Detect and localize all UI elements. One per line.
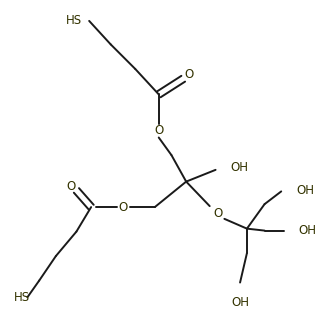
Text: O: O — [184, 68, 194, 81]
Text: OH: OH — [230, 162, 248, 175]
Text: OH: OH — [231, 296, 249, 309]
Text: O: O — [213, 207, 222, 220]
Text: O: O — [154, 124, 163, 137]
Text: OH: OH — [299, 224, 317, 237]
Text: OH: OH — [296, 184, 314, 197]
Text: O: O — [119, 201, 128, 214]
Text: O: O — [66, 180, 75, 193]
Text: HS: HS — [65, 14, 82, 27]
Text: HS: HS — [13, 291, 30, 304]
